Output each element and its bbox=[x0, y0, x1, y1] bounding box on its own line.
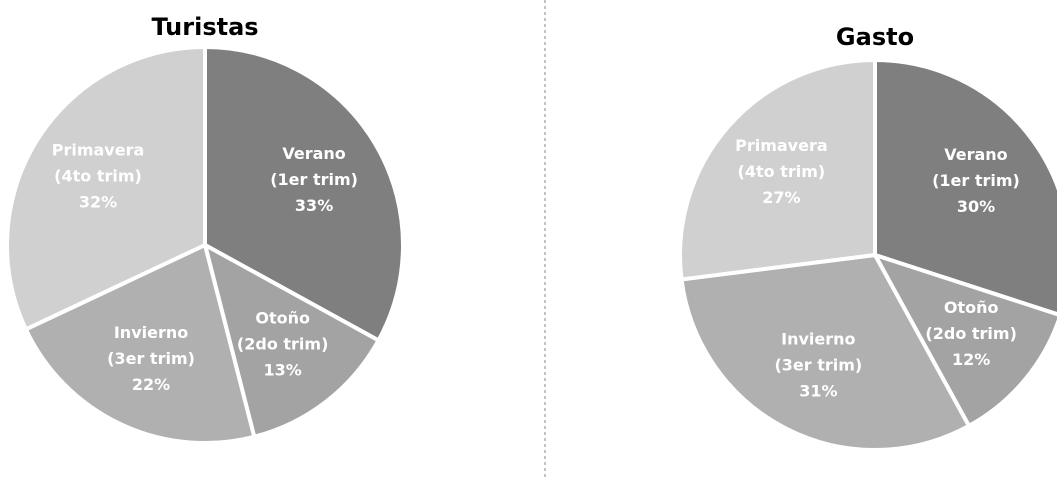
slice-label: Primavera bbox=[735, 136, 828, 155]
slice-period: (1er trim) bbox=[932, 171, 1020, 190]
slice-value: 12% bbox=[952, 350, 990, 369]
slice-label: Invierno bbox=[114, 323, 188, 342]
pie-slice bbox=[201, 241, 382, 440]
pie-slice bbox=[678, 57, 877, 282]
slice-label: Verano bbox=[944, 145, 1007, 164]
slice-period: (4to trim) bbox=[738, 162, 826, 181]
slice-label: Verano bbox=[282, 144, 345, 163]
pie-slice bbox=[203, 44, 405, 344]
slice-label: Invierno bbox=[781, 330, 855, 349]
slice-value: 27% bbox=[762, 188, 800, 207]
slice-period: (2do trim) bbox=[237, 335, 328, 354]
slice-value: 22% bbox=[132, 375, 170, 394]
slice-period: (3er trim) bbox=[774, 356, 862, 375]
chart-title: Turistas bbox=[151, 13, 258, 41]
slice-value: 32% bbox=[79, 193, 117, 212]
slice-label: Otoño bbox=[255, 309, 310, 328]
slice-period: (1er trim) bbox=[270, 170, 358, 189]
chart-title: Gasto bbox=[836, 23, 914, 51]
slice-value: 33% bbox=[295, 196, 333, 215]
slice-value: 31% bbox=[799, 382, 837, 401]
slice-label: Otoño bbox=[944, 298, 999, 317]
pie-slice bbox=[23, 242, 257, 445]
slice-period: (2do trim) bbox=[925, 324, 1016, 343]
slice-label: Primavera bbox=[52, 141, 145, 160]
slice-period: (4to trim) bbox=[54, 167, 142, 186]
pie-slice bbox=[5, 44, 207, 332]
pie-slice bbox=[679, 252, 972, 452]
slice-value: 30% bbox=[957, 197, 995, 216]
slice-value: 13% bbox=[264, 361, 302, 380]
pie-slice bbox=[870, 251, 1057, 429]
pie-slice bbox=[873, 57, 1057, 317]
slice-period: (3er trim) bbox=[107, 349, 195, 368]
